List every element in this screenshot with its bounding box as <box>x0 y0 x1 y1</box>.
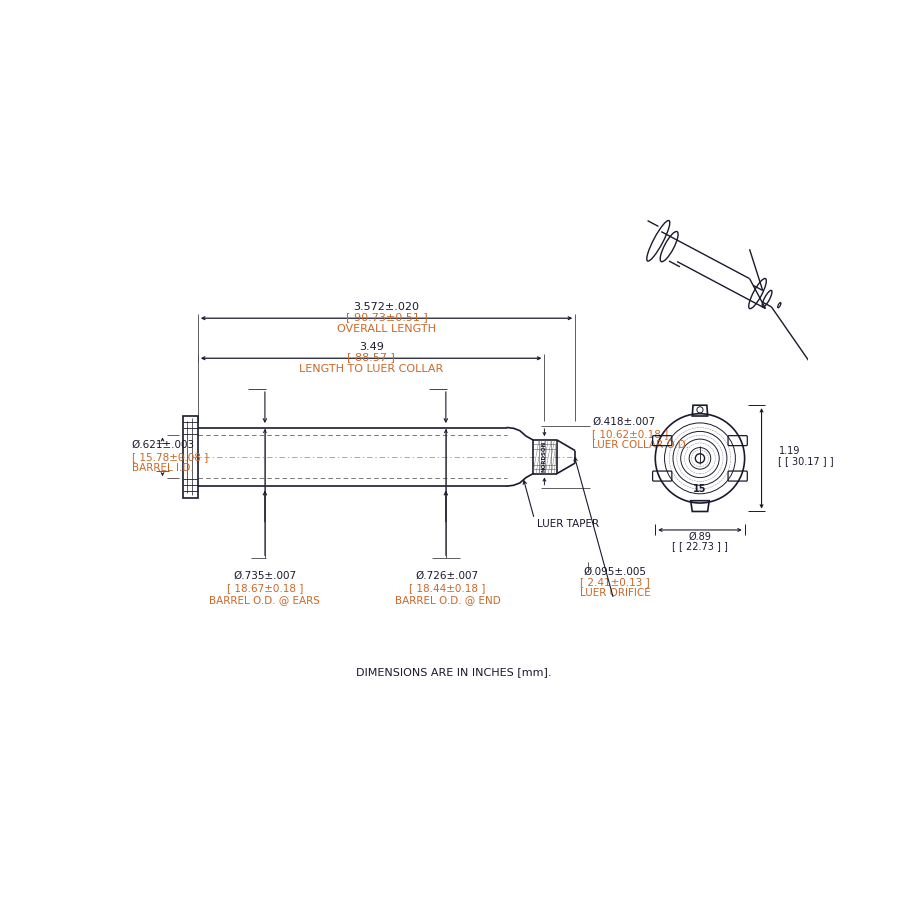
Text: [ 10.62±0.18 ]: [ 10.62±0.18 ] <box>592 428 669 438</box>
Text: Ø.621±.003: Ø.621±.003 <box>131 440 194 450</box>
Text: [ [ 22.73 ] ]: [ [ 22.73 ] ] <box>672 541 728 551</box>
Text: [ 18.67±0.18 ]: [ 18.67±0.18 ] <box>227 582 303 593</box>
Text: LENGTH TO LUER COLLAR: LENGTH TO LUER COLLAR <box>299 364 444 374</box>
Text: LUER COLLAR O.D.: LUER COLLAR O.D. <box>592 440 689 450</box>
Text: BARREL O.D. @ END: BARREL O.D. @ END <box>394 595 500 605</box>
Text: [ 90.73±0.51 ]: [ 90.73±0.51 ] <box>346 312 428 322</box>
Text: 1.19: 1.19 <box>778 446 800 455</box>
Text: LUER ORIFICE: LUER ORIFICE <box>580 588 651 598</box>
Text: [ 18.44±0.18 ]: [ 18.44±0.18 ] <box>410 582 486 593</box>
Text: [ 88.57 ]: [ 88.57 ] <box>347 353 395 363</box>
Text: Ø.726±.007: Ø.726±.007 <box>416 571 479 580</box>
Text: OVERALL LENGTH: OVERALL LENGTH <box>338 324 436 334</box>
Text: BARREL I.D.: BARREL I.D. <box>131 464 194 473</box>
Text: Ø.89: Ø.89 <box>688 532 711 542</box>
Text: Ø.735±.007: Ø.735±.007 <box>233 571 296 580</box>
Text: DIMENSIONS ARE IN INCHES [mm].: DIMENSIONS ARE IN INCHES [mm]. <box>356 668 552 678</box>
Text: [ [ 30.17 ] ]: [ [ 30.17 ] ] <box>778 456 834 466</box>
Text: [ 15.78±0.08 ]: [ 15.78±0.08 ] <box>131 452 208 462</box>
Text: 3.49: 3.49 <box>359 343 383 353</box>
Text: Ø.095±.005: Ø.095±.005 <box>584 566 647 577</box>
Text: 15: 15 <box>693 484 706 494</box>
Text: LUER TAPER: LUER TAPER <box>537 518 599 529</box>
Text: Ø.418±.007: Ø.418±.007 <box>592 418 655 428</box>
Text: [ 2.41±0.13 ]: [ 2.41±0.13 ] <box>580 577 650 588</box>
Text: NORDSON: NORDSON <box>542 441 547 472</box>
Text: 3.572±.020: 3.572±.020 <box>354 302 419 312</box>
Text: BARREL O.D. @ EARS: BARREL O.D. @ EARS <box>210 595 320 605</box>
